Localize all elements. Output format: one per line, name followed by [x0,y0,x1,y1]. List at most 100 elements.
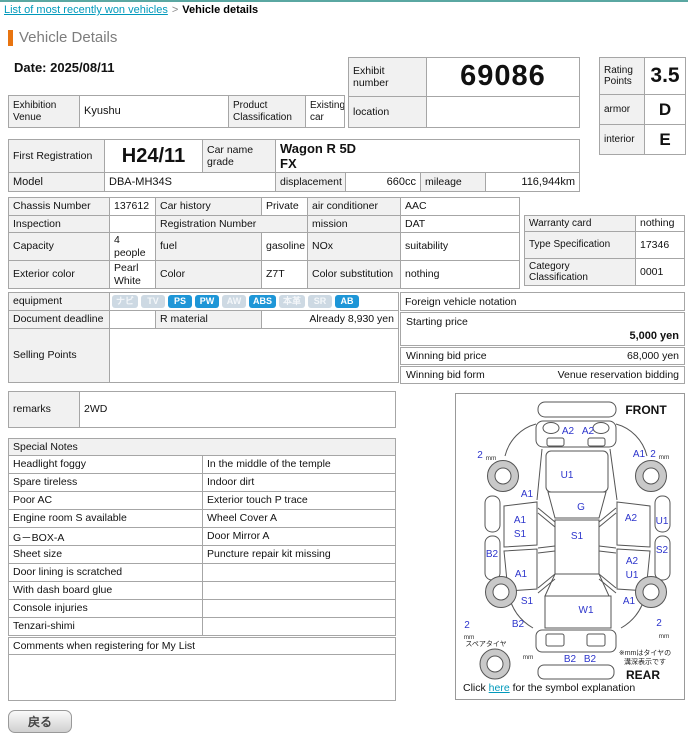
color-substitution-value: nothing [401,261,519,288]
special-note-cell: Door lining is scratched [13,566,123,578]
mileage-label: mileage [421,173,485,191]
document-deadline-value [110,311,155,328]
damage-mark: S1 [521,596,534,607]
symbol-explanation-link[interactable]: here [488,682,510,694]
color-label: Color [156,261,261,288]
chassis-number-value: 137612 [110,198,155,215]
rating-points-value: 3.5 [645,58,685,94]
product-classification-value: Existing car [306,96,344,127]
starting-price-row: Starting price 5,000 yen [400,312,685,346]
damage-mark: REAR [626,668,660,682]
interior-value: E [645,125,685,154]
damage-mark: U1 [561,470,574,481]
damage-mark: S2 [656,545,669,556]
symbol-explanation-caption: Click here for the symbol explanation [463,682,635,694]
special-note-cell [202,564,395,581]
exterior-color-value: Pearl White [110,261,155,288]
warranty-spec-table: Warranty card nothing Type Specification… [524,215,685,286]
equipment-badge-TV: TV [141,295,166,308]
remarks-label: remarks [9,392,79,427]
damage-mark: A2 [582,426,595,437]
equipment-badge-PS: PS [168,295,193,308]
special-note-row: Engine room S available Wheel Cover A [9,509,395,527]
damage-mark: FRONT [625,403,667,417]
air-conditioner-value: AAC [401,198,519,215]
mileage-value: 116,944km [486,173,579,191]
special-note-cell: Wheel Cover A [202,510,395,527]
caption-post: for the symbol explanation [509,682,636,694]
damage-mark: A1 [623,596,636,607]
comments-header: Comments when registering for My List [9,638,395,655]
comments-table: Comments when registering for My List [8,637,396,701]
breadcrumb: List of most recently won vehicles > Vehic… [4,4,258,16]
special-notes-table: Special Notes Headlight foggy In the midd… [8,438,396,636]
damage-mark: 2 [464,620,470,631]
special-note-cell: Exterior touch P trace [202,492,395,509]
damage-mark: mm [659,633,670,640]
color-substitution-label: Color substitution [308,261,400,288]
special-note-row: Console injuries [9,599,395,617]
damage-mark: G [577,502,585,513]
exhibit-number-value: 69086 [427,58,579,96]
comments-body [9,655,395,700]
registration-number-label: Registration Number [156,216,307,232]
mission-value: DAT [401,216,519,232]
winning-bid-form-row: Winning bid form Venue reservation biddi… [400,366,685,384]
special-note-cell: Spare tireless [13,476,78,488]
fuel-value: gasoline [262,233,307,260]
special-note-cell [202,600,395,617]
page-title: Vehicle Details [8,29,117,46]
warranty-card-value: nothing [636,216,684,231]
special-note-cell: Tenzari-shimi [13,620,75,632]
damage-mark: mm [464,634,475,641]
detail-table-upper: Chassis Number 137612 Car history Privat… [8,197,520,289]
nox-label: NOx [308,233,400,260]
damage-mark: mm [523,654,534,661]
damage-mark: 2 [656,618,662,629]
registration-table: First Registration H24/11 Car name grade… [8,139,580,192]
first-registration-value: H24/11 [105,140,202,172]
document-deadline-label: Document deadline [9,311,109,328]
location-value [427,97,579,127]
warranty-card-label: Warranty card [525,216,635,231]
fuel-label: fuel [156,233,261,260]
damage-mark: B2 [584,654,597,665]
damage-mark: スペアタイヤ [465,639,506,648]
location-label: location [349,97,426,127]
damage-mark: A2 [625,513,638,524]
special-note-row: Spare tireless Indoor dirt [9,473,395,491]
equipment-badge-AW: AW [222,295,247,308]
title-accent-bar [8,29,13,46]
equipment-badge-AB: AB [335,295,360,308]
damage-mark: W1 [579,605,594,616]
foreign-vehicle-notation-label: Foreign vehicle notation [405,295,517,308]
damage-mark: S1 [514,529,527,540]
r-material-label: R material [156,311,261,328]
special-note-row: Headlight foggy In the middle of the temp… [9,456,395,473]
armor-label: armor [600,95,644,124]
special-note-row: G－BOX-A Door Mirror A [9,527,395,545]
damage-mark: B2 [486,549,499,560]
breadcrumb-link-won-vehicles[interactable]: List of most recently won vehicles [4,4,168,16]
damage-mark: U1 [656,516,669,527]
inspection-value [110,216,155,232]
color-value: Z7T [262,261,307,288]
back-button[interactable]: 戻る [8,710,72,733]
winning-bid-form-label: Winning bid form [406,369,485,381]
special-note-cell: Indoor dirt [202,474,395,491]
damage-diagram-panel: FRONT A2 A2 U1 A1 2 mm A1 2 mm G A1 S1 S1 A2 U1 B2 S2 A1 A2… [455,393,685,700]
damage-mark: A1 [514,515,527,526]
capacity-value: 4 people [110,233,155,260]
winning-bid-price-row: Winning bid price 68,000 yen [400,347,685,365]
damage-mark: A1 [515,569,528,580]
damage-mark: A2 [562,426,575,437]
car-name: Wagon R 5D [280,141,357,156]
special-note-cell [202,582,395,599]
special-note-row: Door lining is scratched [9,563,395,581]
mission-label: mission [308,216,400,232]
equipment-badge-ABS: ABS [249,295,277,308]
starting-price-label: Starting price [406,316,468,328]
winning-bid-price-label: Winning bid price [406,350,487,362]
